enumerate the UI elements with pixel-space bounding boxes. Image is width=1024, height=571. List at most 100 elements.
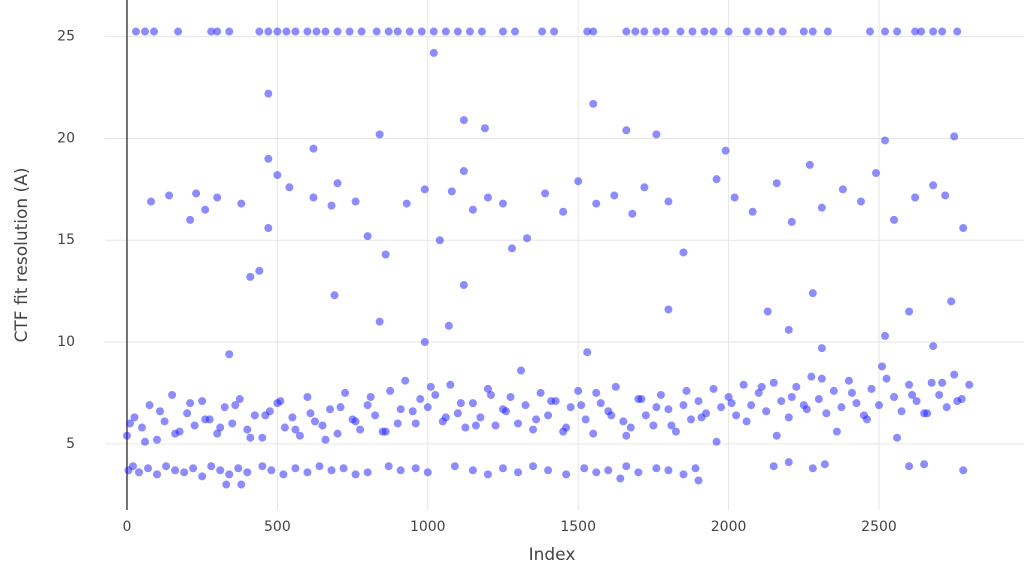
point	[189, 464, 198, 473]
point	[264, 154, 273, 163]
point	[890, 393, 899, 402]
point	[264, 27, 273, 36]
point	[168, 390, 177, 399]
point	[679, 248, 688, 257]
point	[366, 393, 375, 402]
point	[393, 27, 402, 36]
point	[171, 429, 180, 438]
point	[742, 27, 751, 36]
point	[231, 401, 240, 410]
point	[426, 382, 435, 391]
point	[583, 348, 592, 357]
point	[871, 169, 880, 178]
point	[310, 417, 319, 426]
point	[709, 27, 718, 36]
point	[416, 395, 425, 404]
point	[508, 244, 517, 253]
point	[420, 338, 429, 347]
point	[273, 171, 282, 180]
point	[402, 199, 411, 208]
point	[171, 466, 180, 475]
point	[450, 462, 459, 471]
point	[950, 370, 959, 379]
point	[852, 399, 861, 408]
point	[802, 405, 811, 414]
point	[822, 409, 831, 418]
point	[592, 468, 601, 477]
point	[506, 393, 515, 402]
point	[679, 470, 688, 479]
point	[468, 399, 477, 408]
point	[917, 27, 926, 36]
point	[694, 476, 703, 485]
x-tick-label: 500	[264, 519, 291, 535]
point	[656, 390, 665, 399]
point	[881, 136, 890, 145]
point	[461, 423, 470, 432]
point	[333, 429, 342, 438]
point	[856, 197, 865, 206]
point	[807, 372, 816, 381]
point	[754, 388, 763, 397]
point	[264, 89, 273, 98]
point	[763, 307, 772, 316]
point	[255, 27, 264, 36]
point	[938, 378, 947, 387]
point	[882, 374, 891, 383]
point	[619, 417, 628, 426]
point	[138, 423, 147, 432]
point	[393, 419, 402, 428]
point	[321, 27, 330, 36]
point	[935, 390, 944, 399]
point	[291, 464, 300, 473]
point	[514, 468, 523, 477]
point	[282, 27, 291, 36]
point	[865, 27, 874, 36]
point	[375, 317, 384, 326]
point	[225, 350, 234, 359]
point	[536, 388, 545, 397]
y-tick-label: 15	[57, 232, 75, 248]
point	[216, 423, 225, 432]
point	[480, 124, 489, 133]
point	[577, 401, 586, 410]
point	[748, 207, 757, 216]
point	[511, 27, 520, 36]
point	[881, 27, 890, 36]
point	[429, 27, 438, 36]
point	[611, 382, 620, 391]
point	[762, 407, 771, 416]
point	[468, 466, 477, 475]
point	[312, 27, 321, 36]
point	[162, 462, 171, 471]
point	[372, 27, 381, 36]
point	[396, 466, 405, 475]
x-tick-label: 0	[122, 519, 131, 535]
point	[468, 205, 477, 214]
point	[309, 144, 318, 153]
point	[309, 193, 318, 202]
point	[604, 466, 613, 475]
point	[959, 466, 968, 475]
point	[529, 425, 538, 434]
point	[351, 470, 360, 479]
point	[547, 397, 556, 406]
point	[649, 421, 658, 430]
point	[792, 382, 801, 391]
point	[327, 201, 336, 210]
point	[641, 411, 650, 420]
point	[808, 27, 817, 36]
point	[180, 468, 189, 477]
point	[186, 215, 195, 224]
point	[671, 427, 680, 436]
point	[652, 464, 661, 473]
point	[820, 460, 829, 469]
x-axis-title: Index	[529, 545, 576, 565]
point	[808, 464, 817, 473]
point	[235, 395, 244, 404]
point	[881, 331, 890, 340]
point	[529, 462, 538, 471]
point	[664, 197, 673, 206]
point	[829, 386, 838, 395]
x-tick-label: 1000	[410, 519, 446, 535]
